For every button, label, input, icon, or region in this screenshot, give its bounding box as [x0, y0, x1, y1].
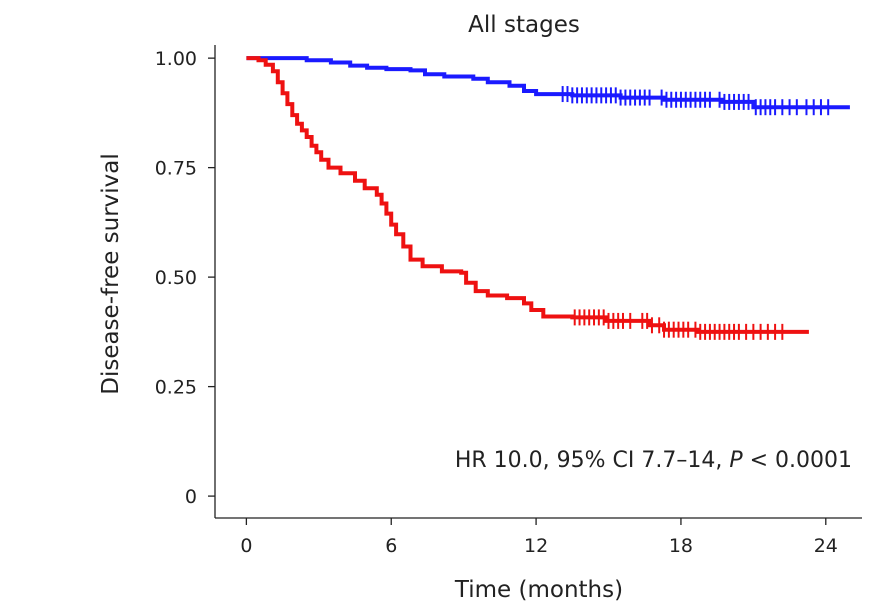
y-tick-label: 0.25: [155, 377, 197, 399]
y-tick-label: 0.50: [155, 267, 197, 289]
x-axis: 0 6 12 18 24: [215, 517, 862, 557]
hazard-ratio-annotation: HR 10.0, 95% CI 7.7–14, P < 0.0001: [455, 448, 852, 473]
y-tick-label: 0: [185, 486, 197, 508]
annotation-p-value: < 0.0001: [743, 448, 852, 473]
survival-curve: [246, 56, 809, 334]
annotation-p-symbol: P: [729, 448, 743, 473]
y-axis-title: Disease-free survival: [98, 153, 124, 395]
x-axis-title: Time (months): [454, 577, 623, 603]
y-tick-label: 0.75: [155, 158, 197, 180]
series-1: [246, 56, 850, 116]
y-tick-label: 1.00: [155, 48, 197, 70]
x-tick-label: 12: [524, 535, 548, 557]
x-tick-label: 0: [240, 535, 252, 557]
survival-curve: [246, 56, 850, 110]
y-axis: 1.00 0.75 0.50 0.25 0: [155, 45, 216, 518]
x-tick-label: 6: [385, 535, 397, 557]
chart-title: All stages: [468, 12, 580, 38]
series-2: [246, 56, 809, 340]
series-layer: [246, 56, 850, 340]
annotation-stats: HR 10.0, 95% CI 7.7–14,: [455, 448, 730, 473]
x-tick-label: 18: [669, 535, 693, 557]
x-tick-label: 24: [814, 535, 838, 557]
